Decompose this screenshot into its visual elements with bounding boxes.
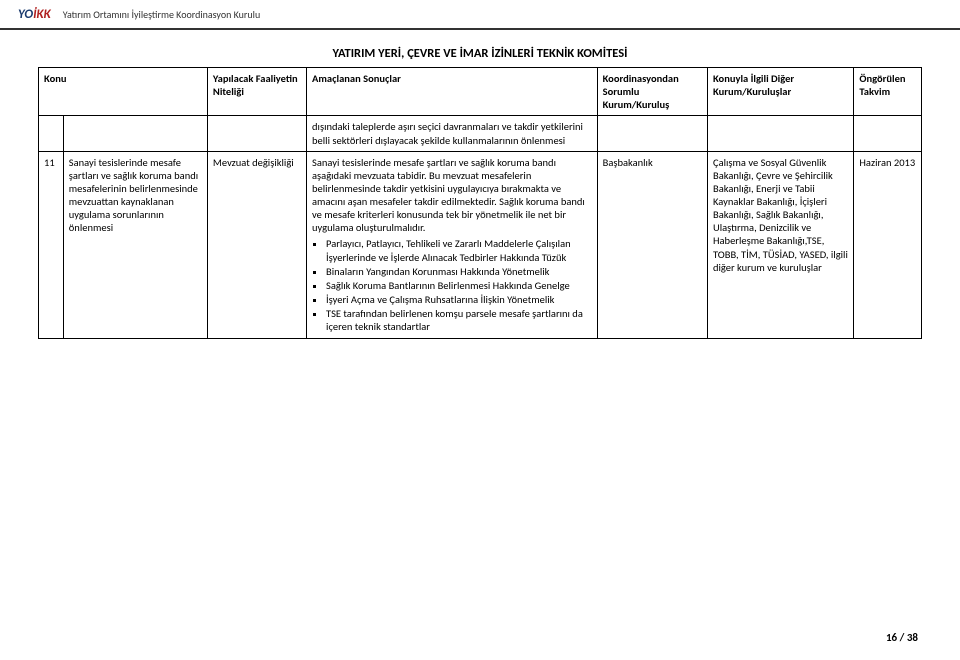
table-row: dışındaki taleplerde aşırı seçici davran… xyxy=(39,116,922,151)
th-konu: Konu xyxy=(39,68,208,116)
main-table: Konu Yapılacak Faaliyetin Niteliği Amaçl… xyxy=(38,67,922,339)
cell-empty xyxy=(63,116,207,151)
th-koordinasyon: Koordinasyondan Sorumlu Kurum/Kuruluş xyxy=(597,68,707,116)
cell-prev-sonuc: dışındaki taleplerde aşırı seçici davran… xyxy=(307,116,598,151)
th-sonuclar: Amaçlanan Sonuçlar xyxy=(307,68,598,116)
cell-sonuclar-intro: Sanayi tesislerinde mesafe şartları ve s… xyxy=(312,156,585,235)
header-subtitle: Yatırım Ortamını İyileştirme Koordinasyo… xyxy=(63,8,260,21)
cell-koordinasyon: Başbakanlık xyxy=(597,151,707,339)
list-item: İşyeri Açma ve Çalışma Ruhsatlarına İliş… xyxy=(326,293,592,306)
page-sep: / xyxy=(897,631,907,644)
cell-kuruluslar: Çalışma ve Sosyal Güvenlik Bakanlığı, Çe… xyxy=(707,151,853,339)
cell-empty xyxy=(597,116,707,151)
header-bar: YOİKK Yatırım Ortamını İyileştirme Koord… xyxy=(0,0,960,30)
list-item: Binaların Yangından Korunması Hakkında Y… xyxy=(326,265,592,278)
page-body: YATIRIM YERİ, ÇEVRE VE İMAR İZİNLERİ TEK… xyxy=(0,30,960,339)
list-item: TSE tarafından belirlenen komşu parsele … xyxy=(326,307,592,333)
cell-sonuclar: Sanayi tesislerinde mesafe şartları ve s… xyxy=(307,151,598,339)
logo-accent: İKK xyxy=(33,7,51,22)
table-row: 11 Sanayi tesislerinde mesafe şartları v… xyxy=(39,151,922,339)
page-current: 16 xyxy=(886,631,897,644)
cell-empty xyxy=(707,116,853,151)
cell-empty xyxy=(854,116,922,151)
table-header-row: Konu Yapılacak Faaliyetin Niteliği Amaçl… xyxy=(39,68,922,116)
cell-empty xyxy=(39,116,64,151)
cell-konu: Sanayi tesislerinde mesafe şartları ve s… xyxy=(63,151,207,339)
th-kuruluslar: Konuyla İlgili Diğer Kurum/Kuruluşlar xyxy=(707,68,853,116)
th-takvim: Öngörülen Takvim xyxy=(854,68,922,116)
logo-main: YO xyxy=(18,7,33,22)
cell-takvim: Haziran 2013 xyxy=(854,151,922,339)
bullet-list: Parlayıcı, Patlayıcı, Tehlikeli ve Zarar… xyxy=(312,237,592,333)
logo: YOİKK xyxy=(18,7,51,22)
th-faaliyet: Yapılacak Faaliyetin Niteliği xyxy=(207,68,306,116)
list-item: Parlayıcı, Patlayıcı, Tehlikeli ve Zarar… xyxy=(326,237,592,263)
page-total: 38 xyxy=(907,631,918,644)
document-title: YATIRIM YERİ, ÇEVRE VE İMAR İZİNLERİ TEK… xyxy=(38,46,922,61)
cell-faaliyet: Mevzuat değişikliği xyxy=(207,151,306,339)
page-number: 16 / 38 xyxy=(886,631,918,644)
list-item: Sağlık Koruma Bantlarının Belirlenmesi H… xyxy=(326,279,592,292)
cell-num: 11 xyxy=(39,151,64,339)
cell-empty xyxy=(207,116,306,151)
